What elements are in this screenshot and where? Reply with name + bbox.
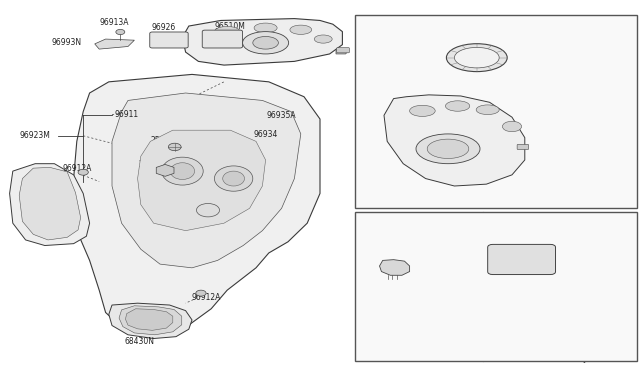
- Polygon shape: [95, 39, 134, 49]
- Text: STD: STD: [490, 226, 504, 232]
- Ellipse shape: [410, 105, 435, 116]
- Ellipse shape: [223, 171, 244, 186]
- FancyBboxPatch shape: [202, 30, 243, 48]
- FancyBboxPatch shape: [355, 212, 637, 361]
- Polygon shape: [10, 164, 90, 246]
- Ellipse shape: [214, 26, 240, 37]
- Ellipse shape: [170, 163, 195, 180]
- Text: 96912A: 96912A: [62, 164, 92, 173]
- Polygon shape: [336, 48, 349, 54]
- Polygon shape: [109, 303, 192, 339]
- Ellipse shape: [502, 121, 522, 132]
- Text: 96510M: 96510M: [215, 22, 246, 31]
- Text: 96930M: 96930M: [402, 92, 433, 101]
- FancyBboxPatch shape: [337, 48, 349, 53]
- Ellipse shape: [214, 166, 253, 191]
- Polygon shape: [74, 74, 320, 335]
- Text: 96916HA: 96916HA: [499, 237, 534, 246]
- Text: 96941: 96941: [467, 191, 491, 200]
- Text: F/AT: F/AT: [367, 29, 385, 38]
- FancyBboxPatch shape: [517, 144, 529, 150]
- Text: 96913A: 96913A: [99, 18, 129, 27]
- Text: J969005N: J969005N: [584, 354, 624, 363]
- Ellipse shape: [253, 36, 278, 49]
- Text: 96934: 96934: [253, 130, 278, 139]
- Text: 24860N: 24860N: [139, 160, 168, 169]
- Circle shape: [196, 290, 206, 296]
- Circle shape: [78, 169, 88, 175]
- Polygon shape: [182, 19, 342, 65]
- Text: W/HEAT SEAT: W/HEAT SEAT: [395, 226, 444, 232]
- Polygon shape: [380, 260, 410, 275]
- Ellipse shape: [243, 32, 289, 54]
- Polygon shape: [125, 309, 173, 330]
- Ellipse shape: [447, 44, 507, 71]
- Ellipse shape: [454, 47, 499, 68]
- Text: 96916H: 96916H: [416, 278, 446, 287]
- Ellipse shape: [445, 101, 470, 111]
- Ellipse shape: [416, 134, 480, 164]
- Text: 96926: 96926: [151, 23, 175, 32]
- Text: 96911: 96911: [115, 110, 139, 119]
- Ellipse shape: [254, 23, 277, 33]
- Circle shape: [116, 29, 125, 35]
- Text: 96935A: 96935A: [523, 162, 552, 171]
- Circle shape: [168, 143, 181, 151]
- Text: 96923M: 96923M: [20, 131, 51, 140]
- Polygon shape: [156, 164, 174, 176]
- Ellipse shape: [476, 105, 499, 115]
- Text: 96912A: 96912A: [191, 293, 221, 302]
- Polygon shape: [138, 130, 266, 231]
- Text: 96935A: 96935A: [267, 111, 296, 120]
- Ellipse shape: [290, 25, 312, 35]
- Ellipse shape: [161, 157, 204, 185]
- Text: 96993N: 96993N: [51, 38, 81, 47]
- FancyBboxPatch shape: [488, 244, 556, 275]
- FancyBboxPatch shape: [150, 32, 188, 48]
- Polygon shape: [112, 93, 301, 268]
- Polygon shape: [19, 167, 81, 240]
- Ellipse shape: [314, 35, 332, 43]
- Text: 68430N: 68430N: [125, 337, 154, 346]
- Ellipse shape: [428, 139, 468, 158]
- FancyBboxPatch shape: [355, 15, 637, 208]
- Circle shape: [196, 203, 220, 217]
- Polygon shape: [384, 95, 525, 186]
- Text: 25910N: 25910N: [150, 136, 180, 145]
- Polygon shape: [119, 306, 182, 335]
